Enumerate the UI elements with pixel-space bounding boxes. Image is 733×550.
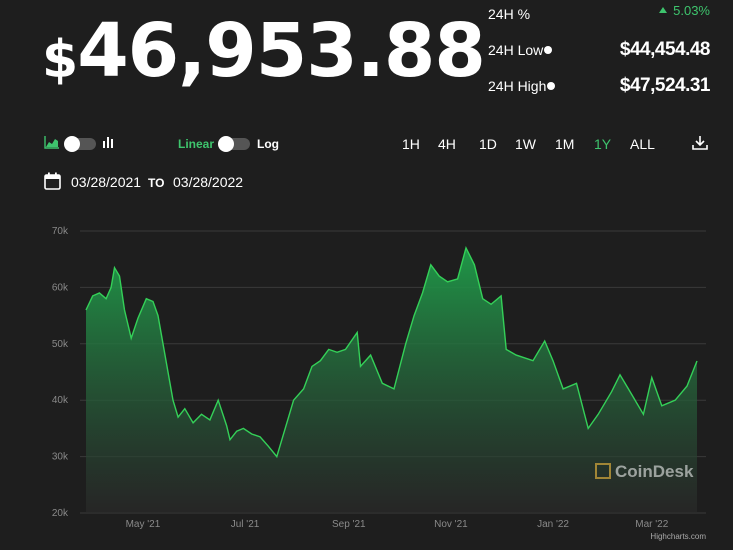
info-icon[interactable]: [544, 46, 553, 55]
range-all-button[interactable]: ALL: [630, 136, 655, 152]
range-1h-button[interactable]: 1H: [402, 136, 420, 152]
change-value: 5.03%: [659, 3, 710, 18]
x-tick-label: Jul '21: [231, 519, 260, 530]
change-percent: 5.03%: [673, 3, 710, 18]
price-chart[interactable]: 20k 30k 40k 50k 60k 70k May '21 Jul '21 Sep '21…: [0, 215, 733, 550]
date-to-label: TO: [148, 176, 165, 190]
range-1y-button[interactable]: 1Y: [594, 136, 612, 152]
price-area: [86, 247, 697, 513]
x-tick-label: Mar '22: [635, 519, 668, 530]
calendar-icon[interactable]: [44, 172, 61, 190]
range-1w-button[interactable]: 1W: [515, 136, 536, 152]
scale-log-label[interactable]: Log: [257, 137, 279, 151]
change-label: 24H %: [488, 6, 531, 22]
y-tick-label: 30k: [52, 452, 69, 463]
scale-linear-label[interactable]: Linear: [178, 137, 215, 151]
y-tick-label: 50k: [52, 339, 69, 350]
scale-toggle[interactable]: [218, 136, 250, 152]
low-label-text: 24H Low: [488, 42, 544, 58]
area-chart-icon[interactable]: [44, 135, 60, 149]
chart-type-toggle[interactable]: [64, 136, 96, 152]
range-1d-button[interactable]: 1D: [479, 136, 497, 152]
high-value: $47,524.31: [619, 75, 711, 96]
x-tick-label: Sep '21: [332, 519, 366, 530]
x-tick-label: Nov '21: [434, 519, 468, 530]
highcharts-credits[interactable]: Highcharts.com: [650, 532, 706, 541]
y-tick-label: 20k: [52, 508, 69, 519]
toggle-knob: [218, 136, 234, 152]
high-label: 24H High: [488, 78, 556, 94]
price-line: [85, 245, 698, 459]
up-arrow-icon: [659, 7, 668, 13]
download-icon[interactable]: [692, 135, 708, 151]
date-to-input[interactable]: 03/28/2022: [173, 174, 243, 190]
info-icon[interactable]: [547, 82, 556, 91]
x-axis-labels: May '21 Jul '21 Sep '21 Nov '21 Jan '22 Mar '…: [126, 519, 669, 530]
bar-chart-icon[interactable]: [102, 135, 116, 149]
high-label-text: 24H High: [488, 78, 547, 94]
coindesk-watermark: CoinDesk: [595, 462, 693, 482]
toggle-knob: [64, 136, 80, 152]
current-price: $46,953.88: [42, 8, 486, 94]
range-4h-button[interactable]: 4H: [438, 136, 456, 152]
y-tick-label: 70k: [52, 226, 69, 237]
watermark-text: CoinDesk: [615, 462, 694, 481]
y-tick-label: 60k: [52, 282, 69, 293]
low-value: $44,454.48: [619, 39, 711, 60]
price-amount: 46,953.88: [77, 8, 486, 94]
y-axis-labels: 20k 30k 40k 50k 60k 70k: [52, 226, 69, 519]
range-1m-button[interactable]: 1M: [555, 136, 575, 152]
date-from-input[interactable]: 03/28/2021: [71, 174, 141, 190]
coindesk-logo-icon: [595, 462, 611, 479]
low-label: 24H Low: [488, 42, 553, 58]
currency-symbol: $: [42, 30, 78, 90]
x-tick-label: Jan '22: [537, 519, 569, 530]
x-tick-label: May '21: [126, 519, 161, 530]
y-tick-label: 40k: [52, 395, 69, 406]
